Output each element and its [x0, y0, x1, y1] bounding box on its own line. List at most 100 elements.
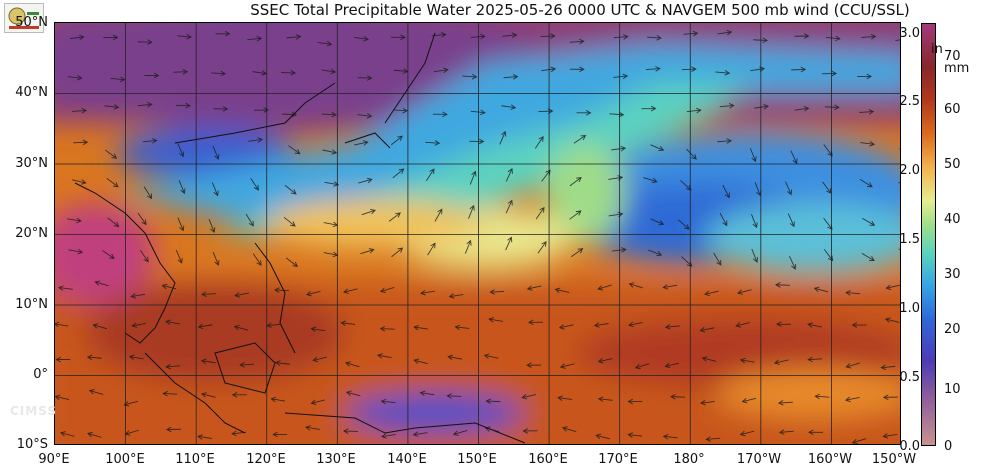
wind-arrow [143, 186, 153, 200]
wind-arrow [454, 324, 470, 331]
cimss-watermark: CIMSS [10, 404, 57, 418]
wind-arrow [447, 354, 463, 361]
wind-arrow [310, 399, 326, 405]
wind-arrow [559, 363, 575, 369]
wind-arrow [381, 433, 396, 439]
wind-arrow [845, 290, 861, 296]
wind-arrow [388, 212, 401, 222]
wind-arrow [705, 436, 721, 442]
colorbar-inch-tick: 3.0 [899, 26, 920, 41]
lon-label-180: 180° [673, 452, 705, 467]
wind-arrow [175, 249, 183, 264]
wind-arrow [104, 149, 118, 159]
wind-arrow [683, 30, 699, 37]
wind-arrow [664, 362, 680, 369]
wind-arrow [285, 257, 299, 267]
wind-arrow [521, 393, 537, 400]
wind-arrow [686, 148, 697, 160]
wind-arrow [895, 39, 900, 41]
wind-arrow [55, 394, 70, 401]
wind-arrow [305, 425, 320, 431]
wind-arrow [317, 41, 333, 47]
wind-arrow [825, 35, 841, 42]
wind-arrow [678, 219, 690, 230]
wind-arrow [499, 130, 507, 145]
colorbar-inch-tick: 0.0 [899, 439, 920, 454]
wind-arrow [823, 144, 833, 157]
wind-arrow [208, 219, 216, 234]
wind-arrow [608, 211, 624, 218]
colorbar-mm-tick: 0 [944, 439, 953, 454]
wind-arrow [722, 184, 730, 199]
wind-arrow [252, 253, 262, 266]
wind-arrow [197, 323, 213, 330]
logo-emblem [8, 7, 39, 29]
lon-label-100e: 100°E [105, 452, 145, 467]
wind-arrow [540, 33, 556, 39]
wind-arrow [231, 392, 247, 398]
wind-arrow [503, 74, 519, 80]
wind-arrow [427, 242, 436, 256]
wind-arrow [234, 292, 249, 298]
wind-arrow [323, 221, 339, 228]
wind-arrow [391, 247, 404, 258]
wind-arrow [787, 213, 795, 228]
wind-arrow [807, 322, 822, 328]
wind-arrow [322, 149, 338, 155]
lon-label-110e: 110°E [175, 452, 215, 467]
wind-arrow [305, 290, 321, 297]
graticule [55, 23, 900, 444]
lat-label-10n: 10°N [15, 297, 48, 312]
wind-arrow [448, 293, 464, 299]
wind-arrow [662, 284, 678, 290]
wind-arrow [272, 431, 288, 438]
wind-arrow [880, 364, 896, 371]
wind-arrow [861, 33, 877, 40]
wind-arrow [502, 32, 518, 39]
wind-arrow [245, 213, 254, 227]
wind-arrow [643, 177, 658, 184]
colorbar-mm-tick: 70 [944, 49, 961, 64]
wind-arrow [211, 182, 219, 197]
wind-arrow [791, 66, 807, 73]
colorbar-mm-tick: 30 [944, 267, 961, 282]
wind-arrow [393, 68, 409, 74]
wind-arrow [790, 150, 798, 165]
wind-arrow [419, 390, 435, 397]
wind-arrow [87, 431, 102, 438]
wind-arrow [425, 140, 441, 146]
lat-label-20n: 20°N [15, 226, 48, 241]
wind-arrow [900, 71, 901, 76]
agency-logo [4, 3, 44, 33]
wind-arrow [613, 34, 629, 40]
wind-arrow [92, 323, 107, 330]
wind-arrow [808, 429, 823, 436]
wind-arrow [468, 204, 475, 219]
wind-arrow [110, 76, 126, 83]
wind-arrow [775, 282, 790, 288]
wind-arrow [699, 327, 715, 333]
wind-arrow [231, 430, 247, 437]
wind-arrow [737, 289, 752, 295]
wind-arrow [284, 184, 297, 195]
wind-arrow [266, 322, 282, 329]
wind-arrow [662, 434, 678, 440]
wind-arrow [433, 67, 449, 74]
lat-label-10s: 10°S [16, 437, 48, 452]
wind-arrow [611, 247, 627, 253]
wind-arrow [321, 68, 337, 75]
lon-label-140e: 140°E [387, 452, 427, 467]
colorbar-inch-tick: 1.0 [899, 301, 920, 316]
wind-arrow [541, 169, 551, 182]
wind-arrow [569, 176, 582, 187]
wind-arrow [161, 283, 177, 290]
wind-arrow [569, 38, 585, 45]
wind-arrow [281, 70, 297, 76]
wind-arrow [561, 426, 577, 433]
wind-arrow [704, 290, 719, 297]
wind-arrow [885, 284, 900, 291]
wind-arrow [200, 291, 216, 297]
wind-arrow [609, 111, 625, 118]
wind-arrow [103, 34, 119, 41]
lon-label-90e: 90°E [38, 452, 70, 467]
